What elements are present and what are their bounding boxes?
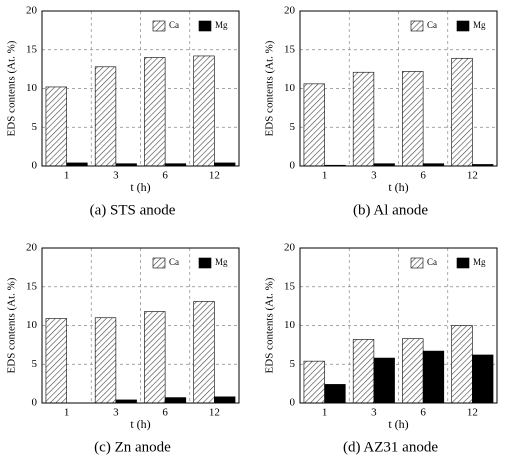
y-tick-label: 10 [26,319,38,331]
x-tick-label: 1 [322,407,328,419]
legend-swatch [152,20,166,32]
plot-frame [41,10,240,167]
bar [45,86,67,167]
y-axis-label: EDS contents (At. %) [6,40,18,136]
y-tick-label: 0 [290,160,296,172]
bar [451,325,473,404]
caption: (d) AZ31 anode [343,439,438,455]
legend-label: Mg [215,20,228,30]
legend-swatch [410,20,424,32]
x-tick-label: 6 [162,170,168,182]
bar [214,396,236,404]
y-tick-label: 10 [284,82,296,94]
bar [324,384,346,404]
y-tick-label: 15 [26,280,38,292]
bar [144,57,166,167]
legend-label: Ca [169,257,179,267]
y-tick-label: 15 [284,280,296,292]
x-tick-label: 6 [420,170,426,182]
legend-swatch [456,257,470,269]
bar [193,301,215,404]
y-tick-label: 20 [26,5,38,17]
y-tick-label: 20 [284,5,296,17]
x-tick-label: 12 [209,170,220,182]
x-tick-label: 1 [64,170,70,182]
bar [352,71,375,167]
x-tick-label: 6 [162,407,168,419]
bar [402,338,424,404]
legend-swatch [198,20,212,32]
caption: (c) Zn anode [94,439,171,455]
y-axis-label: EDS contents (At. %) [264,40,276,136]
x-axis-label: t (h) [130,180,150,194]
x-axis-label: t (h) [388,180,408,194]
bar [352,339,375,404]
legend-label: Ca [169,20,179,30]
plot-frame [299,10,498,167]
y-tick-label: 5 [290,358,296,370]
y-tick-label: 20 [26,242,38,254]
legend-swatch [410,257,424,269]
x-axis-label: t (h) [388,417,408,431]
x-tick-label: 3 [113,407,119,419]
legend-label: Mg [473,20,486,30]
legend-label: Mg [215,257,228,267]
y-tick-label: 15 [26,43,38,55]
legend-label: Ca [427,257,437,267]
bar [451,57,473,167]
y-tick-label: 5 [32,358,38,370]
x-tick-label: 3 [371,407,377,419]
bar [94,317,117,404]
x-tick-label: 3 [371,170,377,182]
bar [144,311,166,404]
y-tick-label: 15 [284,43,296,55]
y-tick-label: 10 [284,319,296,331]
bar [422,350,445,404]
y-tick-label: 5 [32,121,38,133]
legend-label: Mg [473,257,486,267]
bar [193,55,215,167]
legend-swatch [198,257,212,269]
plot-frame [299,247,498,404]
legend-label: Ca [427,20,437,30]
bar [303,83,325,167]
x-tick-label: 1 [322,170,328,182]
bar [94,66,117,167]
bar [472,354,494,404]
bar [373,357,395,404]
legend-swatch [152,257,166,269]
x-axis-label: t (h) [130,417,150,431]
x-tick-label: 1 [64,407,70,419]
y-tick-label: 0 [290,397,296,409]
plot-frame [41,247,240,404]
y-tick-label: 10 [26,82,38,94]
x-tick-label: 3 [113,170,119,182]
caption: (a) STS anode [90,202,176,218]
bar [303,360,325,404]
y-axis-label: EDS contents (At. %) [6,277,18,373]
legend-swatch [456,20,470,32]
caption: (b) Al anode [353,202,428,218]
bar [164,397,187,404]
y-tick-label: 20 [284,242,296,254]
bar [45,318,67,404]
y-tick-label: 0 [32,397,38,409]
x-tick-label: 12 [467,170,478,182]
y-tick-label: 0 [32,160,38,172]
y-axis-label: EDS contents (At. %) [264,277,276,373]
x-tick-label: 12 [209,407,220,419]
x-tick-label: 6 [420,407,426,419]
bar [402,71,424,167]
y-tick-label: 5 [290,121,296,133]
x-tick-label: 12 [467,407,478,419]
